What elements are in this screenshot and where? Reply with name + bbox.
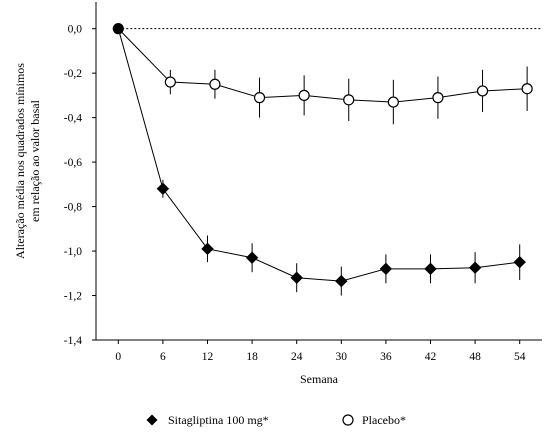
x-tick-label: 42 [425,351,437,363]
y-tick-label: -0,6 [64,157,82,169]
data-point [156,182,170,195]
data-point [387,96,399,108]
data-point [209,78,221,90]
y-tick-label: -1,0 [64,246,82,258]
x-tick-label: 0 [115,351,121,363]
legend-marker-diamond [146,414,158,426]
x-tick-label: 36 [380,351,392,363]
y-tick-label: -1,2 [64,291,82,303]
x-tick-label: 12 [202,351,214,363]
y-tick-label: -1,4 [64,335,82,347]
series-2 [112,23,533,125]
x-tick-label: 30 [336,351,348,363]
data-point [253,92,266,104]
legend-label-placebo: Placebo* [362,413,406,427]
data-point [476,85,489,97]
data-point [468,261,482,274]
series-line [117,28,520,282]
data-point [521,83,533,95]
data-point [513,255,526,269]
y-axis-title-line: Alteração média nos quadrados mínimos [13,63,27,259]
data-point [343,94,355,106]
data-point [298,89,310,101]
x-tick-label: 24 [291,351,303,363]
y-tick-label: -0,2 [64,68,82,80]
series-group [112,23,533,296]
y-axis-title-line: em relação ao valor basal [28,99,42,222]
data-point [432,92,444,104]
data-point [290,271,303,284]
series-line [117,28,528,103]
data-point [335,274,348,288]
y-axis-title: Alteração média nos quadrados mínimos em … [13,63,42,259]
data-point [245,251,259,264]
data-point [201,242,214,256]
data-point [379,262,393,276]
x-tick-label: 18 [246,351,258,363]
legend-label-sitagliptina: Sitagliptina 100 mg* [168,413,269,427]
baseline-point [112,23,124,35]
data-point [424,262,437,276]
x-tick-label: 54 [514,351,526,363]
x-tick-label: 6 [160,351,166,363]
data-point [164,76,176,88]
x-tick-label: 48 [469,351,481,363]
y-tick-label: -0,4 [64,113,82,125]
legend-marker-circle [342,414,354,426]
x-axis-title: Semana [300,372,339,386]
axes: 0,0 -0,2 -0,4 -0,6 -0,8 -1,0 -1,2 -1,4 0 6 12 18 24 3… [64,2,542,363]
legend: Sitagliptina 100 mg* Placebo* [146,413,406,427]
y-tick-label: 0,0 [68,24,83,36]
y-tick-label: -0,8 [64,202,82,214]
series-1 [112,23,526,296]
